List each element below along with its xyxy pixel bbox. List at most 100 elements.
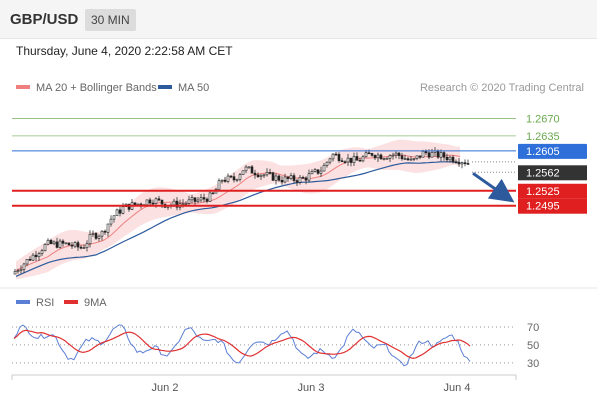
candle-body bbox=[451, 156, 455, 163]
candle-body bbox=[13, 271, 17, 275]
candle-body bbox=[427, 152, 431, 158]
candle-body bbox=[112, 215, 116, 220]
resistance-label-1.2670: 1.2670 bbox=[526, 113, 560, 125]
candle-body bbox=[352, 156, 356, 163]
candle-body bbox=[337, 154, 341, 161]
candle-body bbox=[283, 176, 287, 183]
rsi-9ma-line bbox=[13, 329, 471, 360]
candle-body bbox=[232, 176, 236, 181]
candle-body bbox=[58, 240, 62, 248]
candle-body bbox=[148, 199, 152, 204]
candle-body bbox=[340, 160, 344, 162]
candle-body bbox=[319, 170, 323, 174]
candle-body bbox=[181, 203, 185, 205]
candle-body bbox=[70, 244, 74, 247]
candle-body bbox=[88, 234, 92, 244]
legend-9ma-label: 9MA bbox=[84, 297, 107, 309]
candle-body bbox=[367, 152, 371, 155]
candle-body bbox=[421, 151, 425, 158]
candle-body bbox=[100, 230, 104, 237]
candle-body bbox=[265, 172, 269, 176]
candle-body bbox=[301, 177, 305, 179]
candle-body bbox=[325, 161, 329, 166]
candle-body bbox=[205, 198, 209, 202]
candle-body bbox=[463, 162, 467, 164]
candle-body bbox=[208, 192, 212, 202]
candle-body bbox=[109, 218, 113, 225]
candle-body bbox=[235, 179, 239, 181]
candle-body bbox=[391, 154, 395, 157]
candle-body bbox=[289, 175, 293, 179]
candle-body bbox=[397, 152, 401, 156]
candle-body bbox=[202, 197, 206, 200]
candle-body bbox=[22, 263, 26, 270]
candle-body bbox=[253, 172, 257, 176]
x-tick-label: Jun 4 bbox=[444, 382, 471, 394]
candle-body bbox=[424, 151, 428, 154]
candle-body bbox=[37, 253, 41, 258]
candle-body bbox=[115, 209, 119, 217]
candle-body bbox=[127, 203, 131, 210]
candle-body bbox=[448, 156, 452, 161]
candle-body bbox=[250, 166, 254, 174]
x-tick-label: Jun 2 bbox=[152, 382, 179, 394]
rsi-tick-50: 50 bbox=[527, 340, 539, 352]
legend-9ma: 9MA bbox=[64, 297, 107, 309]
candle-body bbox=[82, 247, 86, 250]
candle-body bbox=[406, 158, 410, 161]
candle-body bbox=[145, 199, 149, 206]
candle-body bbox=[85, 243, 89, 249]
candle-body bbox=[223, 179, 227, 182]
candle-body bbox=[334, 153, 338, 156]
candle-body bbox=[280, 180, 284, 183]
legend-ma-bb-swatch bbox=[16, 85, 30, 90]
candle-body bbox=[172, 200, 176, 206]
rsi-line bbox=[13, 324, 471, 367]
candle-body bbox=[382, 158, 386, 160]
candle-body bbox=[28, 259, 32, 261]
candle-body bbox=[175, 200, 179, 208]
candle-body bbox=[226, 175, 230, 182]
support-label-1.2525: 1.2525 bbox=[526, 186, 560, 198]
candle-body bbox=[442, 152, 446, 158]
candle-body bbox=[19, 269, 23, 271]
candle-body bbox=[412, 158, 416, 160]
candle-body bbox=[238, 174, 242, 180]
candle-body bbox=[160, 199, 164, 205]
candle-body bbox=[199, 197, 203, 201]
candle-body bbox=[343, 161, 347, 163]
legend-ma50-swatch bbox=[158, 85, 172, 90]
candle-body bbox=[361, 156, 365, 162]
candle-body bbox=[118, 209, 122, 214]
candle-body bbox=[133, 202, 137, 206]
candle-body bbox=[457, 162, 461, 165]
candle-body bbox=[91, 233, 95, 235]
candle-body bbox=[409, 158, 413, 161]
candle-body bbox=[292, 175, 296, 181]
last-price-label-bg bbox=[518, 165, 587, 181]
timeframe-badge[interactable]: 30 MIN bbox=[85, 9, 136, 31]
candle-body bbox=[25, 259, 29, 265]
candle-body bbox=[46, 239, 50, 245]
support-label-bg-1.2525 bbox=[518, 183, 587, 199]
candle-body bbox=[466, 163, 470, 165]
candle-body bbox=[31, 254, 35, 261]
copyright-text: Research © 2020 Trading Central bbox=[419, 82, 584, 94]
candle-body bbox=[328, 158, 332, 163]
candle-body bbox=[439, 152, 443, 158]
candle-body bbox=[16, 270, 20, 272]
candle-body bbox=[259, 174, 263, 178]
candle-body bbox=[256, 174, 260, 178]
candle-body bbox=[154, 198, 158, 204]
rsi-tick-70: 70 bbox=[527, 322, 539, 334]
candle-body bbox=[211, 192, 215, 195]
candle-body bbox=[40, 250, 44, 255]
candle-body bbox=[286, 176, 290, 179]
candle-body bbox=[103, 230, 107, 233]
candle-body bbox=[385, 158, 389, 160]
candle-body bbox=[388, 155, 392, 159]
candle-body bbox=[403, 158, 407, 160]
candle-body bbox=[313, 169, 317, 172]
header-bar: GBP/USD 30 MIN bbox=[0, 0, 597, 39]
legend-rsi-swatch bbox=[16, 300, 30, 305]
